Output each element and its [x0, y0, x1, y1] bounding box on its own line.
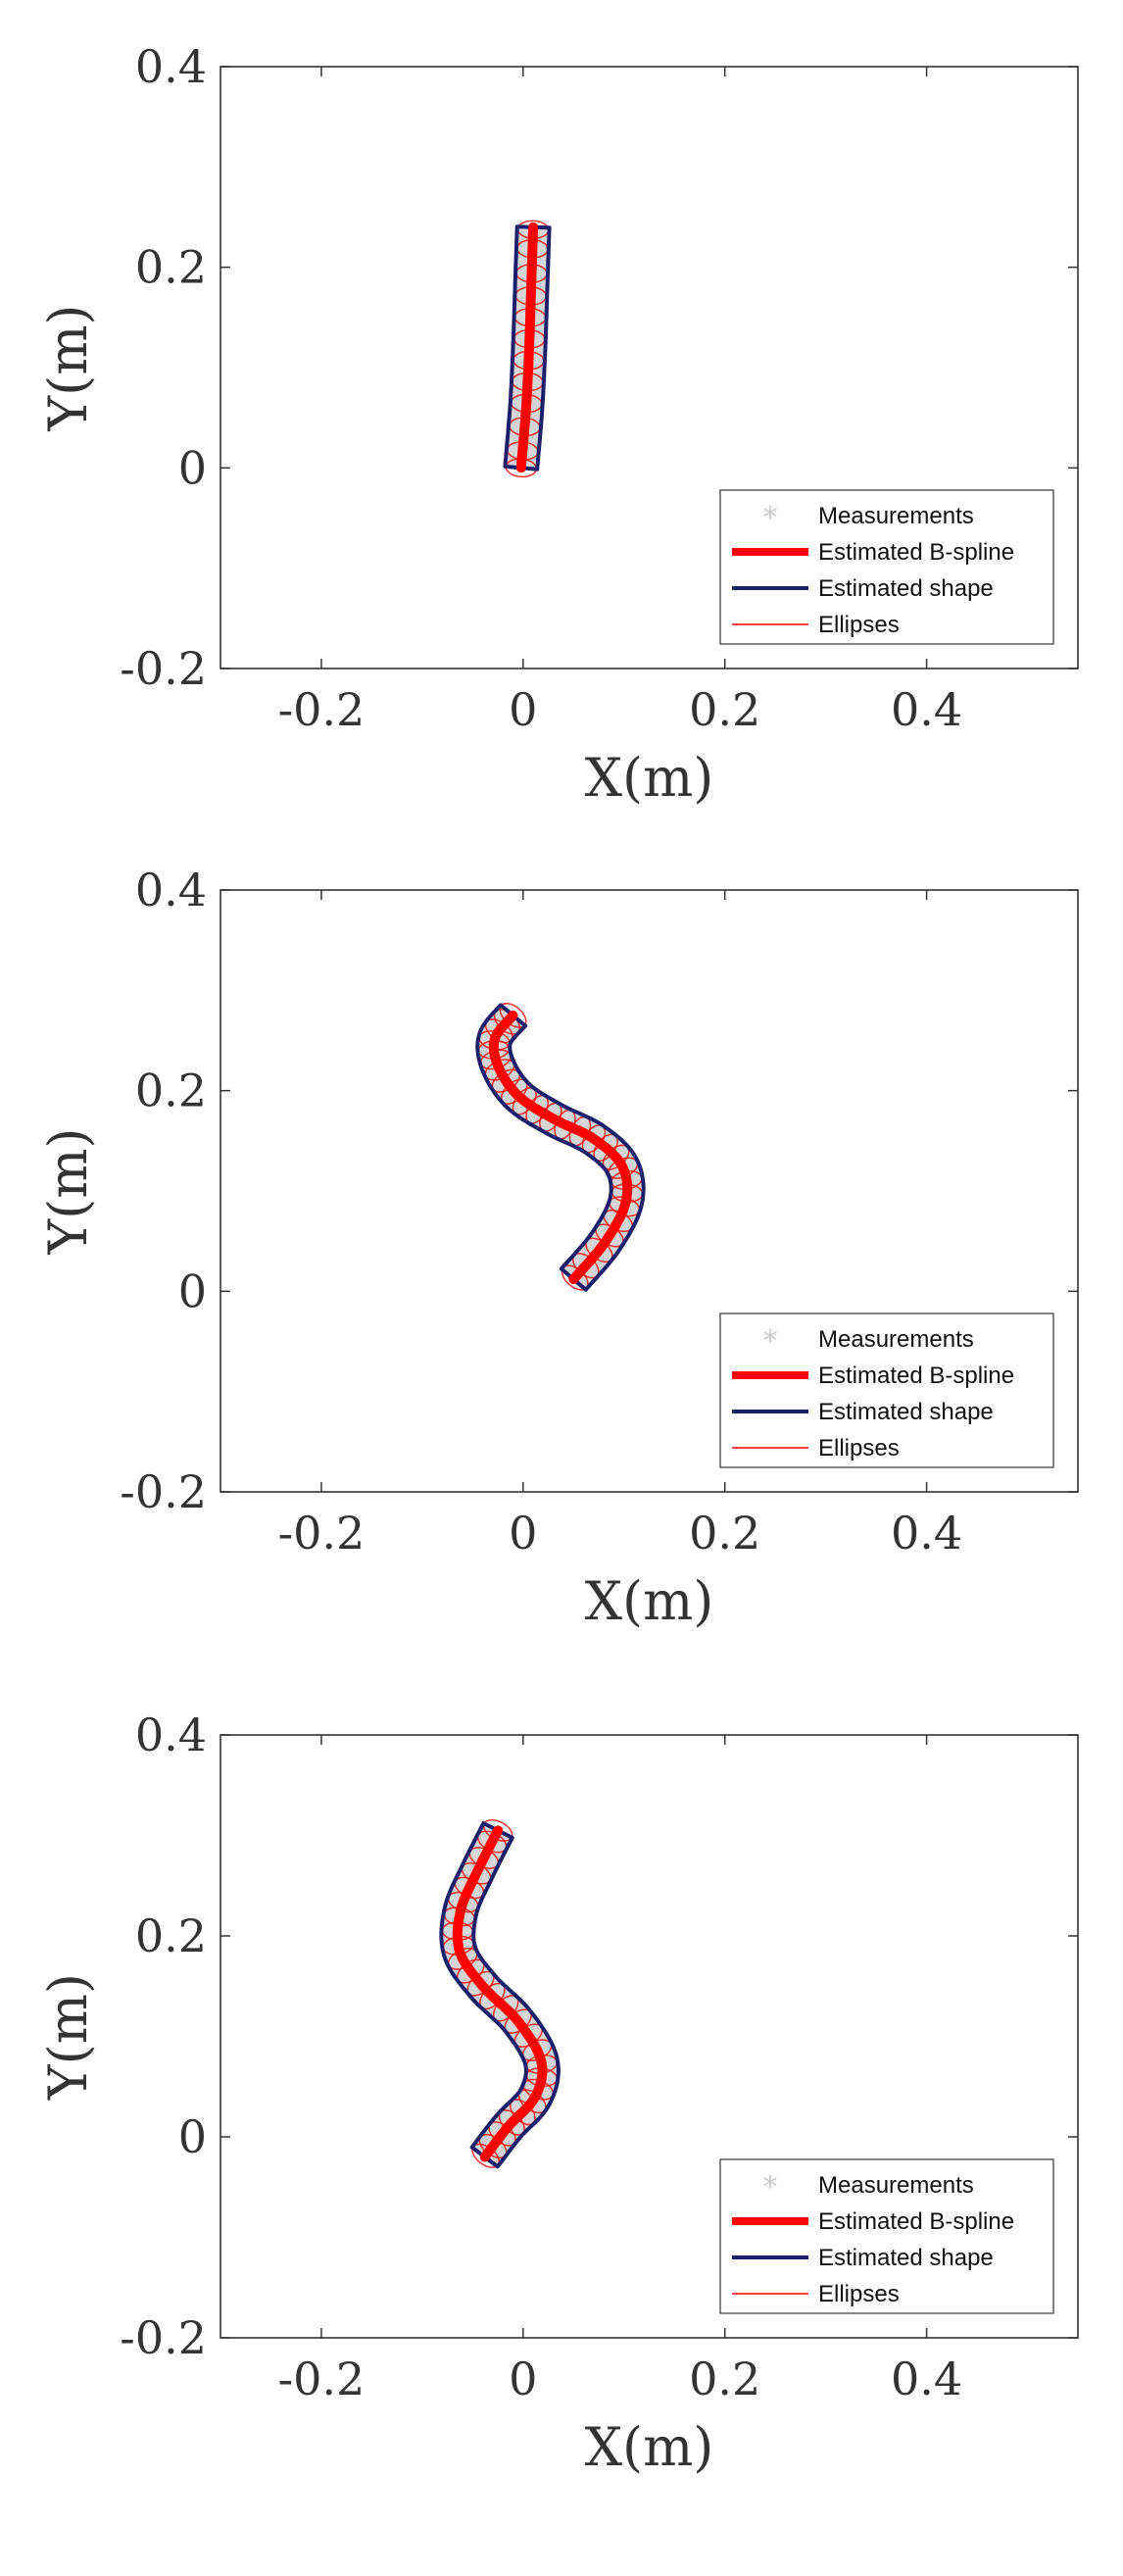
axes-box [220, 1734, 1079, 2339]
measurements-cloud [477, 1005, 644, 1290]
legend-bspline-label: Estimated B-spline [818, 1362, 1014, 1389]
x-tick-label: 0.4 [891, 683, 962, 736]
legend-measurements-label: Measurements [818, 2172, 974, 2199]
legend: * Measurements Estimated B-spline Estimated… [719, 1313, 1054, 1468]
x-tick-label: 0 [509, 683, 537, 736]
y-tick-label: 0.2 [135, 1909, 207, 1962]
legend-marker-measurements: * [763, 501, 778, 535]
legend-box [719, 2158, 1054, 2314]
x-tick-label: 0.2 [689, 2353, 760, 2405]
x-tick-label: 0.2 [689, 1507, 760, 1560]
legend-shape-label: Estimated shape [818, 1399, 994, 1425]
legend-bspline-label: Estimated B-spline [818, 2208, 1014, 2235]
y-tick-label: 0.4 [135, 40, 207, 93]
y-axis-label: Y(m) [37, 305, 99, 432]
y-axis-label: Y(m) [37, 1973, 99, 2101]
y-tick-label: 0 [178, 1264, 207, 1317]
estimated-bspline [515, 222, 539, 473]
chart-panel-top: -0.2 0 0.2 0.4 -0.2 0 0.2 0.4 X(m) Y(m) * Measureme… [37, 40, 1079, 809]
x-axis-label: X(m) [585, 1570, 714, 1632]
y-tick-label: -0.2 [120, 642, 207, 695]
legend-marker-measurements: * [763, 2170, 778, 2204]
legend-ellipses-label: Ellipses [818, 612, 900, 638]
estimated-shape [475, 1003, 646, 1292]
x-tick-label: 0.2 [689, 683, 760, 736]
estimated-shape [439, 1821, 561, 2169]
x-tick-label: 0 [509, 2353, 537, 2405]
chart-panel-bottom: -0.2 0 0.2 0.4 -0.2 0 0.2 0.4 X(m) Y(m) * Measureme… [37, 1709, 1079, 2478]
x-tick-label: -0.2 [278, 683, 366, 736]
legend-shape-label: Estimated shape [818, 2245, 994, 2271]
axes-box [220, 889, 1079, 1493]
legend-ellipses-label: Ellipses [818, 2281, 900, 2307]
y-tick-label: -0.2 [120, 2311, 207, 2364]
estimated-bspline [452, 1825, 548, 2162]
y-tick-label: -0.2 [120, 1465, 207, 1518]
x-tick-label: 0 [509, 1507, 537, 1560]
y-tick-label: 0.4 [135, 1709, 207, 1761]
x-axis-label: X(m) [585, 2416, 714, 2478]
axes-box [220, 66, 1079, 669]
y-tick-label: 0.2 [135, 241, 207, 294]
x-tick-label: 0.4 [891, 2353, 962, 2405]
legend-ellipses-label: Ellipses [818, 1435, 900, 1461]
y-axis-label: Y(m) [37, 1128, 99, 1256]
legend: * Measurements Estimated B-spline Estimated… [719, 2158, 1054, 2314]
legend-measurements-label: Measurements [818, 503, 974, 529]
x-tick-label: -0.2 [278, 1507, 366, 1560]
y-tick-label: 0 [178, 441, 207, 494]
legend-box [719, 489, 1054, 645]
estimated-bspline [488, 1010, 633, 1285]
estimated-shape [503, 224, 552, 471]
legend-measurements-label: Measurements [818, 1326, 974, 1353]
legend: * Measurements Estimated B-spline Estimated… [719, 489, 1054, 645]
chart-panel-middle: -0.2 0 0.2 0.4 -0.2 0 0.2 0.4 X(m) Y(m) * Measureme… [37, 864, 1079, 1632]
x-axis-label: X(m) [585, 747, 714, 809]
y-tick-label: 0 [178, 2110, 207, 2163]
legend-shape-label: Estimated shape [818, 575, 994, 602]
x-tick-label: -0.2 [278, 2353, 366, 2405]
y-tick-label: 0.2 [135, 1065, 207, 1117]
y-tick-label: 0.4 [135, 864, 207, 916]
x-tick-label: 0.4 [891, 1507, 962, 1560]
legend-marker-measurements: * [763, 1324, 778, 1359]
legend-bspline-label: Estimated B-spline [818, 539, 1014, 566]
legend-box [719, 1313, 1054, 1468]
